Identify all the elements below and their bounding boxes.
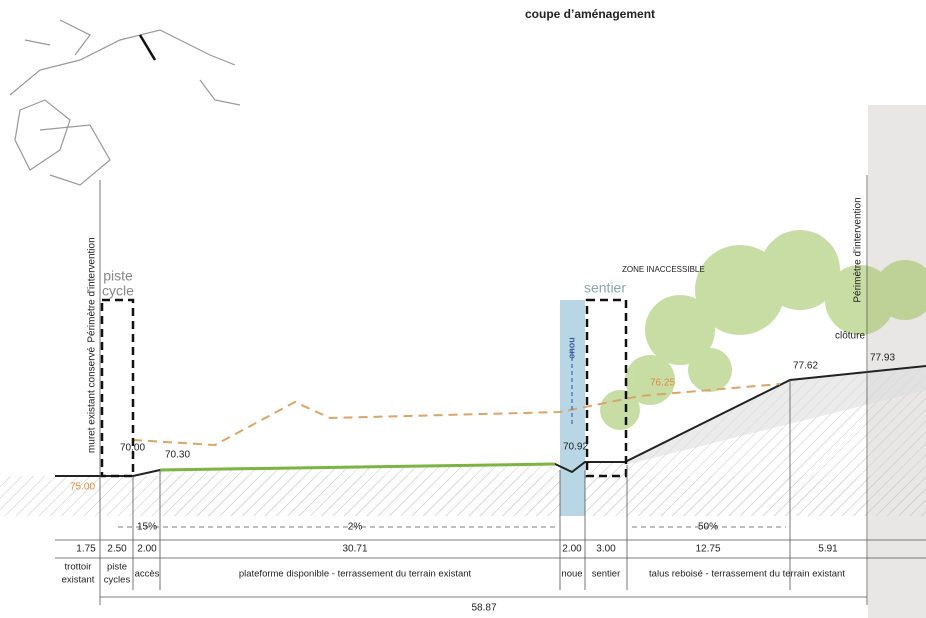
- slope: 15%: [137, 522, 157, 533]
- site-map: [9, 19, 241, 186]
- segment-labels: trottoir existant piste cycles accès pla…: [62, 562, 846, 586]
- dimension: 12.75: [695, 544, 720, 555]
- segment-label: plateforme disponible - terrassement du …: [239, 569, 472, 580]
- elevation: 76.25: [650, 378, 675, 389]
- sentier-box: [585, 298, 628, 478]
- elevation: 70.30: [165, 450, 190, 461]
- talus-fill: [625, 366, 926, 465]
- perimeter-label: Périmètre d'intervention: [87, 237, 98, 342]
- right-band: [868, 105, 926, 618]
- elevation: 70.00: [120, 443, 145, 454]
- segment-label: sentier: [592, 569, 621, 580]
- dimension: 30.71: [342, 544, 367, 555]
- zone-label: ZONE INACCESSIBLE: [622, 265, 705, 274]
- slope: 2%: [348, 522, 363, 533]
- dimension-lines: [55, 175, 926, 605]
- dimension: 1.75: [76, 544, 96, 555]
- elevation: 77.93: [870, 353, 895, 364]
- muret-label: muret existant conservé: [87, 346, 98, 453]
- segment-label: accès: [135, 569, 160, 580]
- segment-label: trottoir: [65, 562, 92, 573]
- existing-terrain: [132, 383, 781, 447]
- zone-label: piste: [103, 268, 133, 284]
- elevation: 77.62: [793, 361, 818, 372]
- segment-label: cycles: [104, 575, 131, 586]
- perimeter-label: Périmètre d'intervention: [853, 197, 864, 302]
- ground-line: [55, 365, 926, 477]
- slope: 50%: [698, 522, 718, 533]
- elevation: 75.00: [70, 482, 95, 493]
- segment-label: existant: [62, 575, 95, 586]
- noue-label: noue: [568, 337, 578, 359]
- segment-label: talus reboisé - terrassement du terrain …: [649, 569, 845, 580]
- total: 58.87: [471, 603, 496, 614]
- piste-box: [100, 298, 135, 478]
- cloture-label: clôture: [835, 331, 865, 342]
- grass: [159, 462, 556, 472]
- dimension: 2.00: [137, 544, 157, 555]
- terrain-hatch: [160, 366, 926, 516]
- trees: [600, 230, 926, 430]
- segment-label: piste: [107, 562, 127, 573]
- dimension: 5.91: [818, 544, 838, 555]
- zone-label: sentier: [584, 280, 626, 296]
- segment-label: noue: [561, 569, 582, 580]
- dimension: 2.00: [562, 544, 582, 555]
- elevation: 70.92: [563, 442, 588, 453]
- dimensions: 1.75 2.50 2.00 30.71 2.00 3.00 12.75 5.9…: [76, 544, 838, 555]
- zone-label: cycle: [102, 283, 134, 299]
- dimension: 2.50: [107, 544, 127, 555]
- dimension: 3.00: [596, 544, 616, 555]
- title: coupe d’aménagement: [525, 7, 655, 21]
